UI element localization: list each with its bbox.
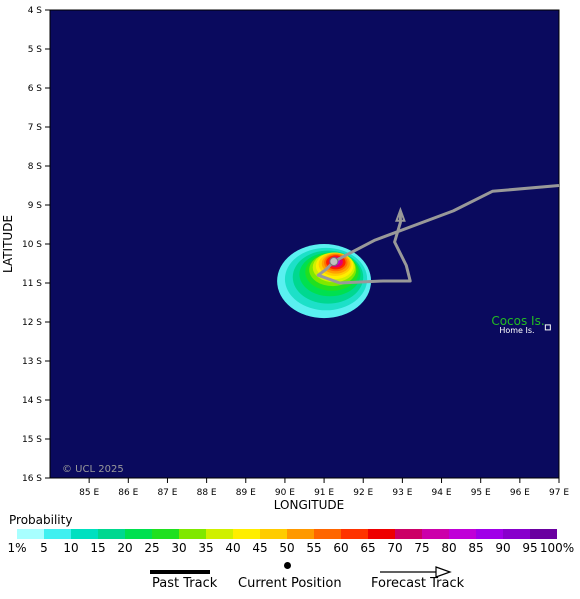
place-label: Cocos Is.: [491, 314, 544, 328]
lon-tick-label: 89 E: [236, 488, 256, 498]
forecast-track-group: [316, 184, 560, 285]
axis-ticks: 4 S 5 S 6 S 7 S 8 S 9 S 10 S 11 S 12 S 13 S 14 S 15…: [22, 6, 569, 498]
map-plot-area: [49, 9, 560, 479]
lat-tick-label: 8 S: [28, 162, 43, 172]
forecast-arrow-icon: [380, 566, 452, 578]
legend-color-swatch: [17, 529, 44, 539]
lon-tick-label: 88 E: [197, 488, 217, 498]
legend-scale-label: 25: [144, 541, 160, 555]
legend-color-swatch: [476, 529, 503, 539]
lon-tick-label: 86 E: [118, 488, 138, 498]
legend-scale-label: 40: [225, 541, 241, 555]
legend-color-swatch: [44, 529, 71, 539]
legend-scale-label: 90: [495, 541, 511, 555]
lat-tick-label: 9 S: [28, 201, 43, 211]
forecast-track-arrowhead: [394, 206, 406, 222]
lon-tick-label: 94 E: [432, 488, 452, 498]
lon-tick-label: 93 E: [392, 488, 412, 498]
lon-tick-label: 91 E: [314, 488, 334, 498]
legend-scale-label: 70: [387, 541, 403, 555]
legend-scale-label: 10: [63, 541, 79, 555]
lon-tick-label: 97 E: [549, 488, 569, 498]
lat-tick-label: 11 S: [22, 279, 42, 289]
current-position-label: Current Position: [238, 576, 342, 591]
legend-scale-label: 20: [117, 541, 133, 555]
legend-color-swatch: [179, 529, 206, 539]
legend-scale-label: 100%: [539, 541, 575, 555]
legend-scale-label: 35: [198, 541, 214, 555]
lat-tick-label: 15 S: [22, 435, 42, 445]
legend-title: Probability: [9, 513, 73, 527]
forecast-track-label: Forecast Track: [371, 576, 465, 591]
lon-tick-label: 90 E: [275, 488, 295, 498]
legend-scale-label: 5: [40, 541, 48, 555]
legend-scale-label: 50: [279, 541, 295, 555]
key-past-track: Past Track: [150, 566, 220, 594]
legend-color-swatch: [395, 529, 422, 539]
probability-scale-labels: 1% 5 10 15 20 25 30 35 40 45 50 55 60 65 70 75 80 85 90 95 1…: [0, 541, 580, 555]
lat-tick-label: 6 S: [28, 84, 43, 94]
legend-scale-label: 95: [522, 541, 538, 555]
legend-color-swatch: [287, 529, 314, 539]
lon-tick-label: 95 E: [471, 488, 491, 498]
map-canvas: 4 S 5 S 6 S 7 S 8 S 9 S 10 S 11 S 12 S 13 S 14 S 15…: [1, 6, 569, 510]
legend-scale-label: 45: [252, 541, 268, 555]
lon-tick-label: 85 E: [79, 488, 99, 498]
legend-scale-label: 60: [333, 541, 349, 555]
lon-tick-label: 92 E: [353, 488, 373, 498]
probability-color-bar: [17, 529, 557, 539]
legend-color-swatch: [530, 529, 557, 539]
past-track-line-icon: [150, 570, 210, 574]
legend-color-swatch: [152, 529, 179, 539]
legend-color-swatch: [125, 529, 152, 539]
legend-scale-label: 15: [90, 541, 106, 555]
lon-tick-label: 96 E: [510, 488, 530, 498]
place-label: Home Is.: [499, 326, 534, 335]
legend-scale-label: 80: [441, 541, 457, 555]
lat-tick-label: 16 S: [22, 474, 42, 484]
current-position-dot-icon: [284, 562, 291, 569]
legend-scale-label: 65: [360, 541, 376, 555]
legend-color-swatch: [233, 529, 260, 539]
key-current-position: Current Position: [238, 562, 348, 594]
key-forecast-track: Forecast Track: [370, 566, 470, 594]
lon-tick-label: 87 E: [157, 488, 177, 498]
legend-color-swatch: [368, 529, 395, 539]
lat-tick-label: 7 S: [28, 123, 43, 133]
legend-scale-label: 85: [468, 541, 484, 555]
lat-tick-label: 12 S: [22, 318, 42, 328]
legend-color-swatch: [71, 529, 98, 539]
lat-tick-label: 5 S: [28, 45, 43, 55]
legend-color-swatch: [314, 529, 341, 539]
lat-tick-label: 4 S: [28, 6, 43, 16]
place-labels: Cocos Is.Home Is.: [491, 314, 551, 335]
island-marker: [544, 324, 551, 331]
legend-scale-label: 55: [306, 541, 322, 555]
lat-tick-label: 13 S: [22, 357, 42, 367]
forecast-track-line: [316, 184, 560, 285]
legend-scale-label: 1%: [7, 541, 27, 555]
legend-scale-label: 30: [171, 541, 187, 555]
lat-tick-label: 14 S: [22, 396, 42, 406]
legend-color-swatch: [503, 529, 530, 539]
past-track-label: Past Track: [152, 576, 218, 591]
x-axis-title: LONGITUDE: [274, 498, 344, 510]
legend-color-swatch: [422, 529, 449, 539]
copyright-label: © UCL 2025: [62, 464, 124, 475]
legend-color-swatch: [260, 529, 287, 539]
lat-tick-label: 10 S: [22, 240, 42, 250]
legend-color-swatch: [206, 529, 233, 539]
legend-color-swatch: [98, 529, 125, 539]
current-position-marker: [329, 257, 339, 267]
y-axis-title: LATITUDE: [1, 215, 15, 273]
legend-scale-label: 75: [414, 541, 430, 555]
legend-color-swatch: [341, 529, 368, 539]
legend-color-swatch: [449, 529, 476, 539]
